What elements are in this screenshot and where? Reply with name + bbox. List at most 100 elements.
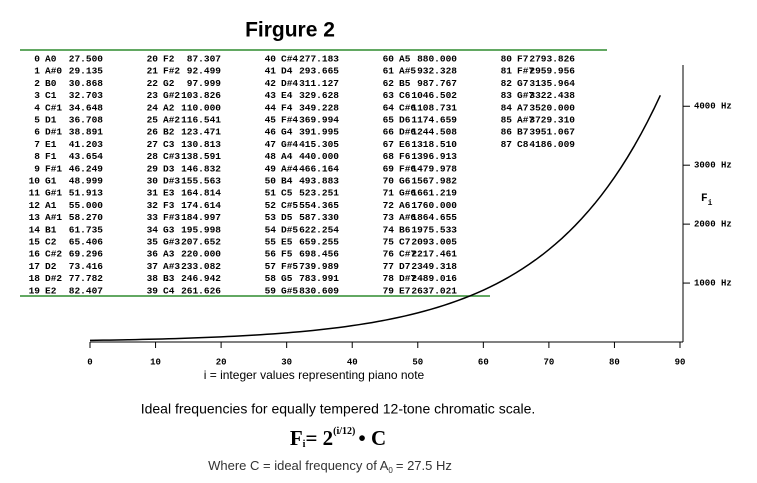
formula-exp: (i/12)	[333, 426, 355, 437]
note-name: B4	[281, 176, 293, 187]
note-name: B7	[517, 127, 529, 138]
note-name: A#1	[45, 212, 62, 223]
note-name: G3	[163, 224, 175, 235]
note-frequency: 1567.982	[411, 176, 457, 187]
note-index: 28	[147, 151, 159, 162]
note-index: 83	[501, 90, 513, 101]
note-index: 66	[383, 127, 395, 138]
note-frequency: 233.082	[181, 261, 221, 272]
note-index: 39	[147, 285, 159, 296]
note-name: A0	[45, 54, 57, 65]
note-index: 8	[34, 151, 40, 162]
formula-sub: i	[303, 439, 306, 450]
note-frequency: 87.307	[187, 54, 222, 65]
note-index: 64	[383, 102, 395, 113]
note-name: C6	[399, 90, 411, 101]
formula-eq: = 2	[305, 426, 333, 450]
note-name: F4	[281, 102, 293, 113]
note-name: C#1	[45, 102, 62, 113]
note-index: 29	[147, 163, 159, 174]
note-index: 44	[265, 102, 277, 113]
note-name: G#4	[281, 139, 298, 150]
note-name: B3	[163, 273, 175, 284]
note-name: F#1	[45, 163, 62, 174]
note-index: 55	[265, 237, 277, 248]
note-index: 30	[147, 176, 159, 187]
note-frequency: 493.883	[299, 176, 339, 187]
note-index: 9	[34, 163, 40, 174]
note-index: 62	[383, 78, 395, 89]
note-index: 40	[265, 54, 277, 65]
note-index: 19	[29, 285, 41, 296]
note-frequency: 1864.655	[411, 212, 457, 223]
note-frequency: 195.998	[181, 224, 221, 235]
x-tick-label: 90	[675, 357, 686, 367]
x-tick-label: 80	[609, 357, 620, 367]
note-index: 86	[501, 127, 513, 138]
note-frequency: 261.626	[181, 285, 221, 296]
note-name: E2	[45, 285, 57, 296]
note-index: 22	[147, 78, 159, 89]
note-frequency: 830.609	[299, 285, 339, 296]
note-frequency: 1046.502	[411, 90, 457, 101]
note-frequency: 783.991	[299, 273, 339, 284]
note-index: 10	[29, 176, 41, 187]
y-label-main: F	[701, 193, 708, 205]
note-name: F#2	[163, 66, 180, 77]
note-name: D5	[281, 212, 293, 223]
note-index: 87	[501, 139, 513, 150]
note-index: 53	[265, 212, 277, 223]
note-index: 37	[147, 261, 159, 272]
note-name: D#3	[163, 176, 180, 187]
note-name: A#5	[399, 66, 416, 77]
note-frequency: 2217.461	[411, 249, 457, 260]
note-text: Where C = ideal frequency of A	[208, 458, 389, 473]
note-name: D6	[399, 115, 411, 126]
note-frequency: 61.735	[69, 224, 104, 235]
note-frequency: 3951.067	[529, 127, 575, 138]
note-frequency: 30.868	[69, 78, 104, 89]
y-label-sub: i	[708, 199, 713, 208]
note-name: C#4	[281, 54, 298, 65]
note-frequency: 2637.021	[411, 285, 457, 296]
note-frequency: 523.251	[299, 188, 339, 199]
note-frequency: 1661.219	[411, 188, 457, 199]
note-index: 14	[29, 224, 41, 235]
note-name: B1	[45, 224, 57, 235]
note-frequency: 880.000	[417, 54, 457, 65]
note-frequency: 130.813	[181, 139, 221, 150]
x-tick-label: 20	[216, 357, 227, 367]
note-name: D#1	[45, 127, 62, 138]
note-name: D2	[45, 261, 57, 272]
note-name: A#7	[517, 115, 534, 126]
note-name: C1	[45, 90, 57, 101]
note-index: 52	[265, 200, 277, 211]
note-frequency: 277.183	[299, 54, 339, 65]
note-index: 7	[34, 139, 40, 150]
note-index: 31	[147, 188, 159, 199]
note-name: B2	[163, 127, 175, 138]
note-frequency: 155.563	[181, 176, 221, 187]
note-index: 56	[265, 249, 277, 260]
note-index: 35	[147, 237, 159, 248]
note-index: 74	[383, 224, 395, 235]
note-name: A6	[399, 200, 411, 211]
note-name: F#4	[281, 115, 298, 126]
note-frequency: 415.305	[299, 139, 339, 150]
x-tick-label: 40	[347, 357, 358, 367]
note-index: 85	[501, 115, 513, 126]
note-name: D4	[281, 66, 293, 77]
note-frequency: 110.000	[181, 102, 221, 113]
note-name: A1	[45, 200, 57, 211]
y-tick-label: 2000 Hz	[694, 220, 732, 230]
note-index: 46	[265, 127, 277, 138]
note-index: 0	[34, 54, 40, 65]
note-index: 69	[383, 163, 395, 174]
note-index: 16	[29, 249, 41, 260]
note-frequency: 2489.016	[411, 273, 457, 284]
note-frequency: 116.541	[181, 115, 221, 126]
note-name: C2	[45, 237, 57, 248]
note-name: B0	[45, 78, 57, 89]
note-index: 59	[265, 285, 277, 296]
